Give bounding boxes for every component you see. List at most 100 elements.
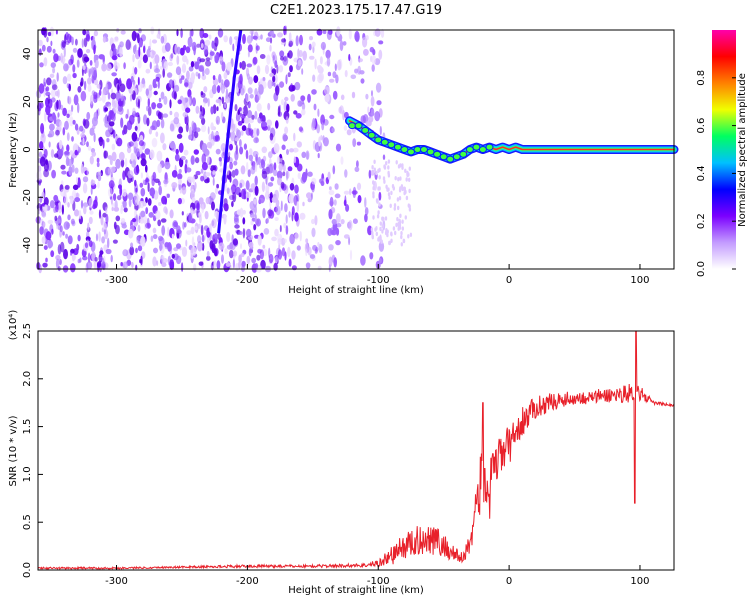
y-tick-label: 2.5 xyxy=(22,323,33,339)
spectrogram-cell xyxy=(357,58,363,63)
spectrogram-cell xyxy=(147,182,150,193)
spectrogram-cell xyxy=(308,43,312,51)
spectrogram-cell xyxy=(329,196,334,207)
spectrogram-cell xyxy=(134,199,139,206)
spectrogram-cell xyxy=(311,177,317,185)
spectrogram-cell xyxy=(232,43,235,52)
spectrogram-cell xyxy=(305,168,308,179)
spectrogram-cell xyxy=(239,73,243,85)
spectrogram-cell xyxy=(354,30,360,42)
spectrogram-cell xyxy=(320,180,325,186)
spectrogram-cell xyxy=(128,141,134,147)
spectrogram-cell xyxy=(323,177,326,182)
spectrogram-cell xyxy=(120,95,124,102)
spectrogram-cell xyxy=(278,163,284,172)
spectrogram-cell xyxy=(108,180,115,189)
spectrogram-cell xyxy=(243,117,250,124)
spectrogram-cell xyxy=(316,28,323,36)
spectrogram-cell xyxy=(395,160,398,165)
spectrogram-cell xyxy=(252,208,255,213)
spectrogram-cell xyxy=(281,247,286,257)
spectrogram-cell xyxy=(378,175,381,180)
spectrogram-cell xyxy=(305,262,311,269)
spectrogram-cell xyxy=(147,198,152,206)
spectrogram-cell xyxy=(250,183,256,191)
spectrogram-cell xyxy=(356,182,362,191)
spectrogram-cell xyxy=(77,234,81,242)
spectrogram-cell xyxy=(155,131,159,137)
spectrogram-cell xyxy=(242,217,246,225)
spectrogram-cell xyxy=(116,137,123,147)
spectrogram-cell xyxy=(250,166,256,175)
spectrogram-cell xyxy=(103,116,108,124)
spectrogram-cell xyxy=(194,127,201,133)
spectrogram-cell xyxy=(204,179,210,184)
spectrogram-cell xyxy=(155,63,159,72)
spectrogram-cell xyxy=(115,158,121,169)
spectrogram-cell xyxy=(371,165,374,170)
spectrogram-cell xyxy=(63,63,69,72)
spectrogram-cell xyxy=(315,246,319,252)
spectrogram-cell xyxy=(152,256,157,267)
spectrogram-cell xyxy=(145,68,151,74)
spectrogram-cell xyxy=(154,178,160,184)
spectrogram-cell xyxy=(248,241,254,248)
spectrogram-cell xyxy=(198,197,204,205)
spectrogram-cell xyxy=(173,91,177,100)
spectrogram-cell xyxy=(89,60,93,66)
spectrogram-cell xyxy=(88,216,93,225)
spectrogram-cell xyxy=(171,170,178,178)
spectrogram-cell xyxy=(399,176,402,181)
spectrogram-cell xyxy=(386,187,389,192)
spectrogram-cell xyxy=(239,207,244,218)
spectrogram-cell xyxy=(394,176,397,181)
spectrogram-cell xyxy=(95,233,99,242)
spectrogram-cell xyxy=(408,204,411,209)
spectrogram-cell xyxy=(59,232,62,237)
spectrogram-cell xyxy=(77,177,81,188)
spectrogram-cell xyxy=(289,148,294,153)
spectrogram-cell xyxy=(197,235,202,244)
spectrogram-cell xyxy=(151,102,157,110)
spectrogram-cell xyxy=(87,84,92,92)
spectrogram-cell xyxy=(43,160,50,172)
track-blob xyxy=(472,143,481,151)
spectrogram-cell xyxy=(145,197,148,204)
spectrogram-cell xyxy=(400,242,403,247)
x-tick-label: -200 xyxy=(236,275,259,286)
spectrogram-cell xyxy=(314,58,317,70)
spectrogram-cell xyxy=(102,36,107,43)
spectrogram-cell xyxy=(279,81,285,88)
spectrogram-cell xyxy=(226,231,231,243)
spectrogram-cell xyxy=(49,200,55,209)
spectrogram-cell xyxy=(152,78,157,89)
spectrogram-cell xyxy=(226,187,230,194)
spectrogram-cell xyxy=(401,226,404,231)
spectrogram-cell xyxy=(265,183,270,194)
spectrogram-cell xyxy=(198,64,205,72)
spectrogram-cell xyxy=(242,105,248,117)
spectrogram-cell xyxy=(249,212,255,218)
spectrogram-cell xyxy=(256,128,260,137)
spectrogram-cell xyxy=(252,150,259,158)
spectrogram-cell xyxy=(385,161,388,166)
spectrogram-cell xyxy=(277,32,283,38)
spectrogram-cell xyxy=(243,143,247,150)
spectrogram-cell xyxy=(102,57,105,64)
spectrogram-cell xyxy=(394,230,397,236)
spectrogram-cell xyxy=(47,133,53,138)
spectrogram-cell xyxy=(164,242,170,248)
spectrogram-cell xyxy=(71,254,77,261)
spectrogram-cell xyxy=(63,248,68,260)
spectrogram-cell xyxy=(190,226,195,235)
spectrogram-cell xyxy=(57,99,62,110)
spectrogram-cell xyxy=(248,247,252,257)
spectrogram-cell xyxy=(82,29,87,36)
spectrogram-cell xyxy=(158,202,162,206)
spectrogram-cell xyxy=(195,71,199,77)
spectrogram-cell xyxy=(156,150,163,162)
spectrogram-cell xyxy=(284,126,289,135)
spectrogram-cell xyxy=(280,200,283,212)
spectrogram-cell xyxy=(258,84,264,95)
spectrogram-cell xyxy=(147,106,152,116)
